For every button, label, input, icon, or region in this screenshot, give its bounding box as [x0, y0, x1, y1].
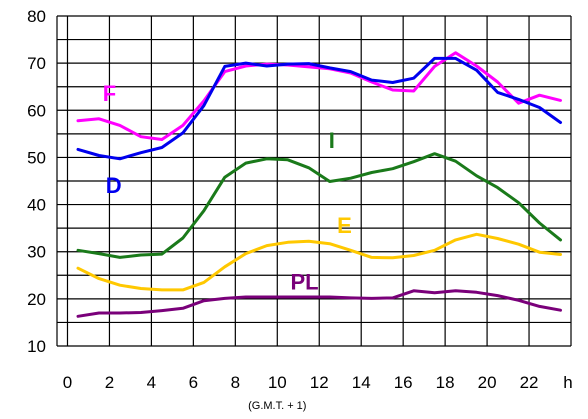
x-axis-note: (G.M.T. + 1)	[248, 400, 306, 412]
series-lines	[76, 51, 562, 318]
x-tick-label: 22	[520, 373, 539, 392]
series-labels: F D I E PL	[103, 81, 352, 295]
series-line-i	[76, 152, 562, 259]
x-tick-label: 8	[231, 373, 240, 392]
series-line-f	[76, 51, 562, 141]
grid	[56, 15, 572, 347]
y-tick-label: 70	[27, 54, 46, 73]
series-label-e: E	[337, 213, 352, 238]
series-line-d	[76, 56, 562, 161]
series-label-pl: PL	[290, 269, 318, 294]
y-tick-label: 60	[27, 101, 46, 120]
y-tick-label: 10	[27, 337, 46, 356]
series-label-i: I	[329, 128, 335, 153]
series-line-e	[76, 232, 562, 292]
x-tick-label: 0	[63, 373, 72, 392]
x-tick-label: 16	[394, 373, 413, 392]
y-tick-label: 50	[27, 148, 46, 167]
x-tick-label: 12	[310, 373, 329, 392]
y-tick-label: 20	[27, 290, 46, 309]
x-tick-label: 14	[352, 373, 371, 392]
axis-tick-labels: 10 20 30 40 50 60 70 80 0 2 4 6 8 10 12 14 16 18 20 22	[27, 7, 538, 392]
x-unit-label: h	[563, 373, 572, 392]
series-line-pl	[76, 289, 562, 318]
x-tick-label: 20	[478, 373, 497, 392]
y-tick-label: 80	[27, 7, 46, 26]
x-tick-label: 10	[268, 373, 287, 392]
x-tick-label: 2	[105, 373, 114, 392]
y-tick-label: 30	[27, 243, 46, 262]
y-tick-label: 40	[27, 196, 46, 215]
series-label-d: D	[106, 173, 122, 198]
x-tick-label: 4	[147, 373, 156, 392]
series-label-f: F	[103, 81, 116, 106]
x-tick-label: 18	[436, 373, 455, 392]
x-tick-label: 6	[189, 373, 198, 392]
